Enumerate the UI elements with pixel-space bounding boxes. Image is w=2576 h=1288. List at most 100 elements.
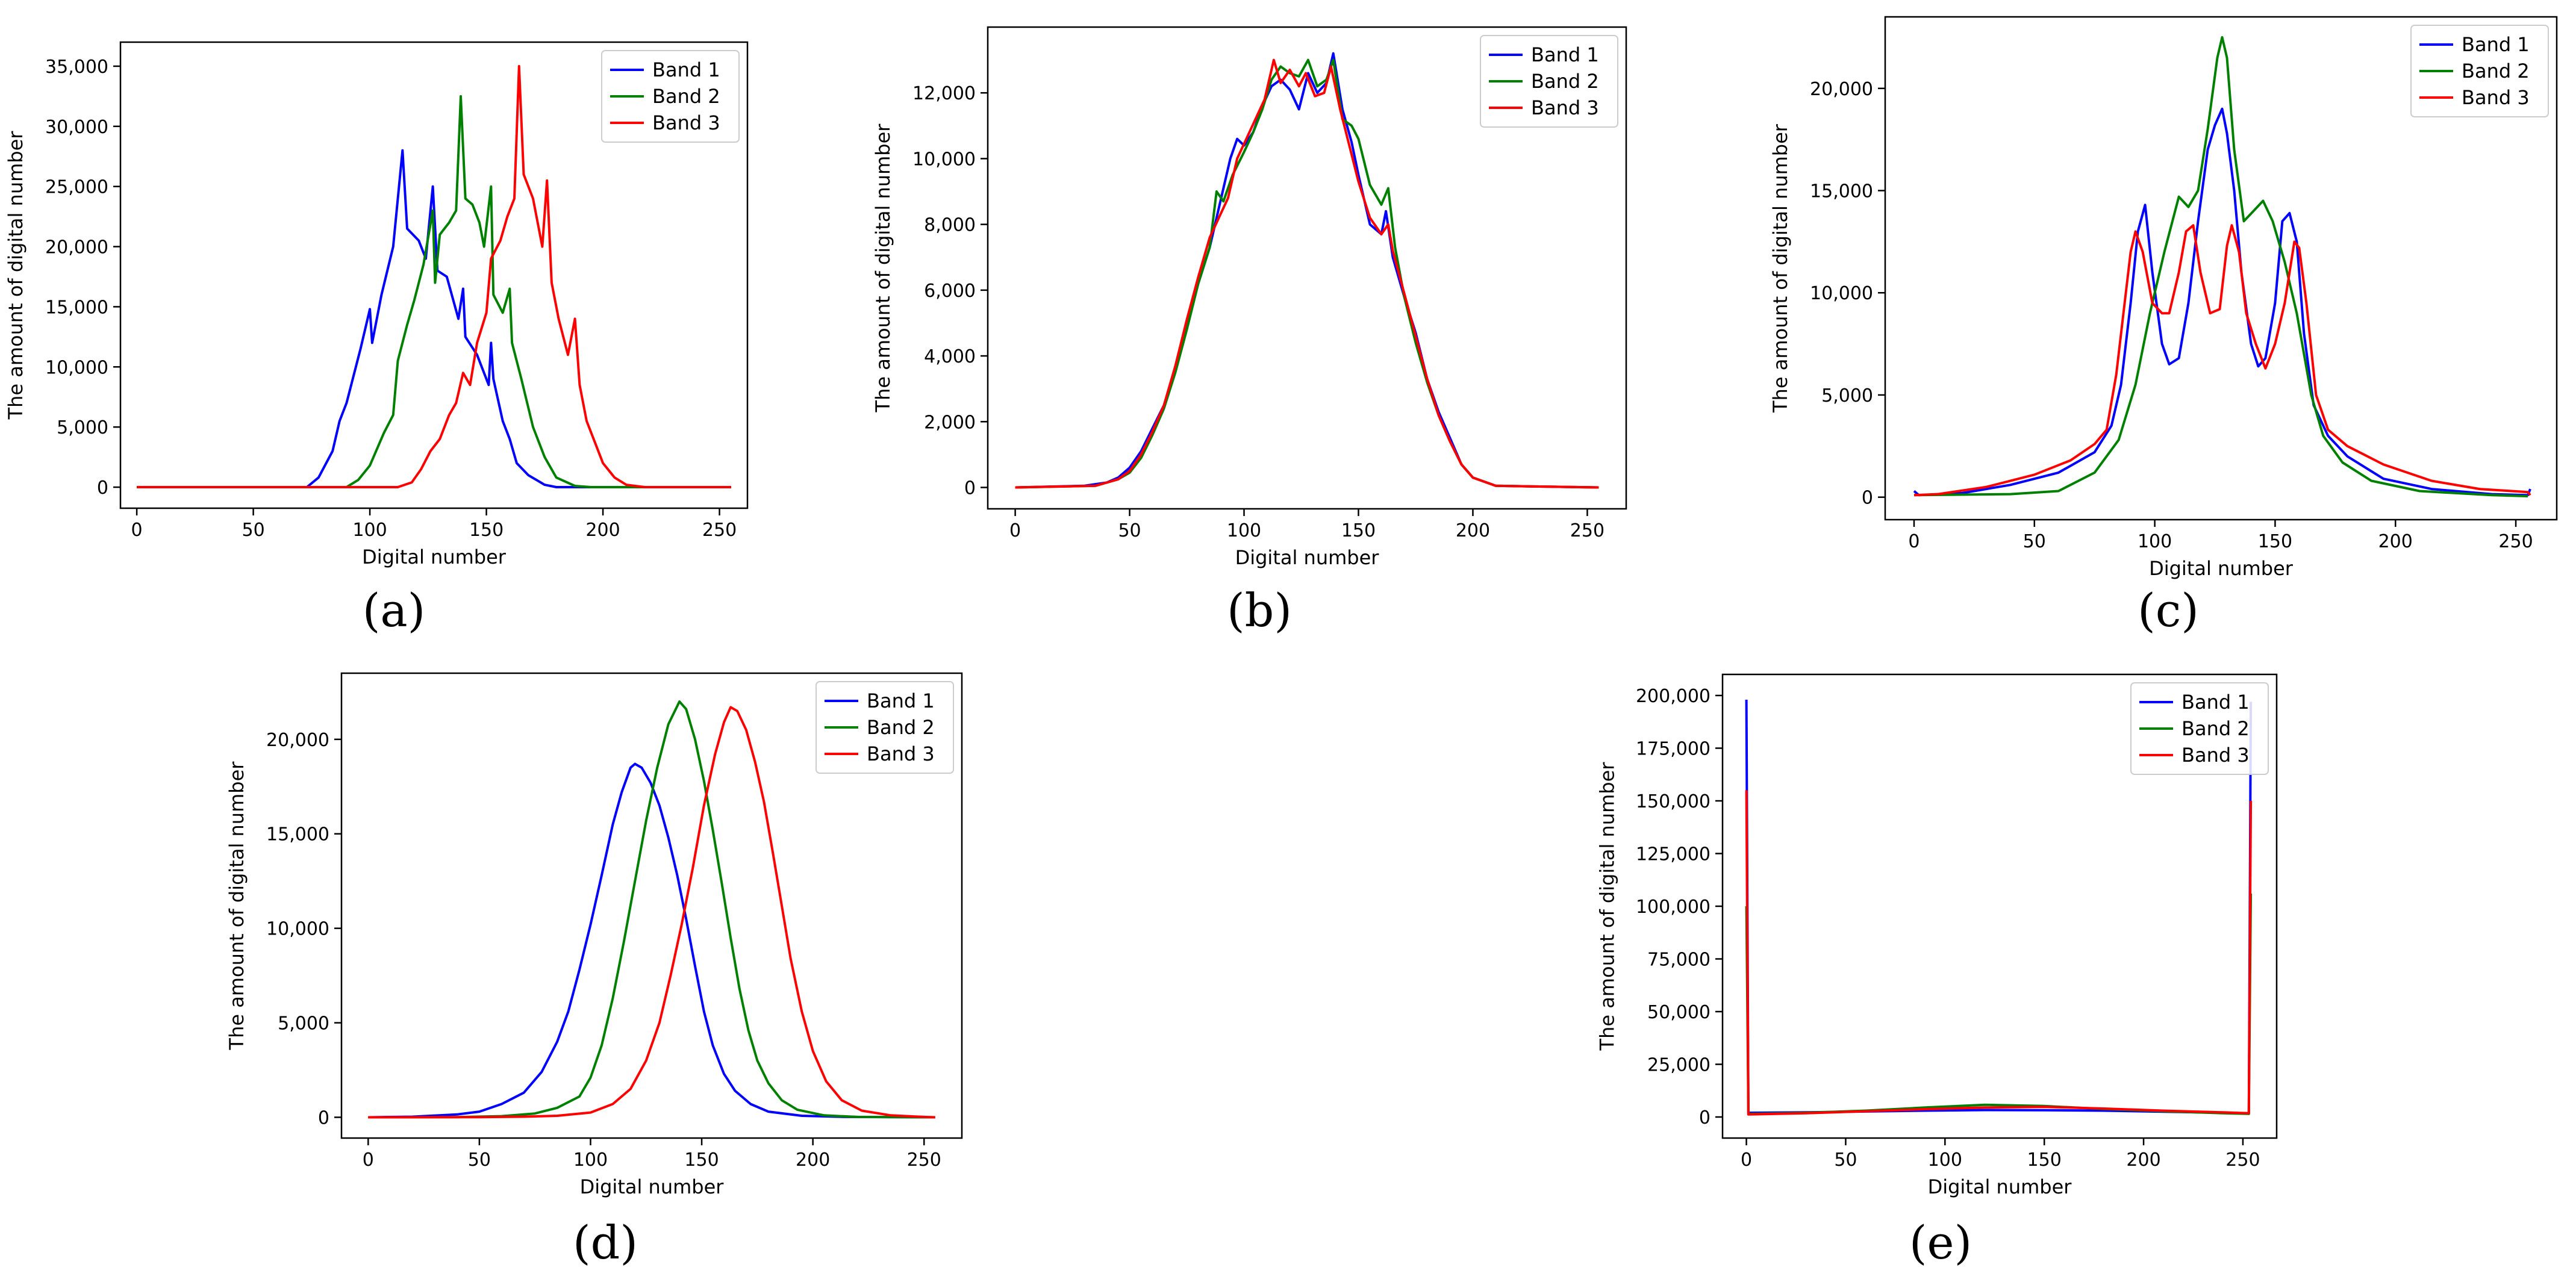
x-tick-label: 200	[796, 1150, 830, 1171]
series-line-band-2	[368, 700, 935, 1119]
y-tick-label: 150,000	[1636, 791, 1711, 812]
x-tick-label: 0	[131, 520, 143, 541]
x-tick-label: 100	[2138, 531, 2172, 552]
legend-entry: Band 1	[652, 58, 720, 81]
x-tick-label: 200	[2126, 1150, 2160, 1171]
y-tick-label: 75,000	[1647, 950, 1711, 971]
y-tick-label: 0	[1699, 1107, 1711, 1128]
y-tick-label: 6,000	[924, 281, 976, 302]
legend-box	[2410, 25, 2549, 117]
x-tick-label: 50	[242, 520, 264, 541]
y-axis-label: The amount of digital number	[4, 131, 27, 420]
x-tick-label: 200	[2378, 531, 2413, 552]
x-tick-label: 50	[1834, 1150, 1857, 1171]
series-line-band-3	[1015, 58, 1599, 489]
x-tick-label: 250	[907, 1150, 941, 1171]
legend-entry: Band 2	[2462, 60, 2530, 82]
x-tick-label: 100	[352, 520, 387, 541]
series-line-band-2	[1913, 36, 2528, 497]
legend-entry: Band 3	[2462, 86, 2530, 109]
panel-label-c: (c)	[2138, 583, 2199, 637]
y-tick-label: 30,000	[45, 117, 108, 138]
x-tick-label: 100	[573, 1150, 608, 1171]
series-line-band-3	[1913, 224, 2531, 497]
panel-label-e: (e)	[1909, 1216, 1972, 1269]
x-tick-label: 150	[684, 1150, 719, 1171]
y-tick-label: 12,000	[912, 83, 976, 104]
legend-entry: Band 3	[652, 111, 720, 134]
x-axis-label: Digital number	[1928, 1175, 2072, 1198]
legend-box	[816, 681, 954, 774]
x-tick-label: 150	[469, 520, 504, 541]
y-axis-label: The amount of digital number	[872, 123, 894, 413]
series-line-band-3	[1745, 790, 2253, 1116]
x-tick-label: 0	[1741, 1150, 1752, 1171]
x-tick-label: 250	[1570, 520, 1605, 541]
y-axis-label: The amount of digital number	[225, 761, 248, 1051]
y-tick-label: 20,000	[1810, 79, 1873, 100]
x-tick-label: 0	[363, 1150, 374, 1171]
legend-entry: Band 3	[1531, 96, 1599, 119]
y-tick-label: 0	[1862, 488, 1873, 509]
legend: Band 1 Band 2 Band 3	[1480, 35, 1618, 128]
x-axis-label: Digital number	[362, 546, 507, 568]
x-axis-label: Digital number	[1235, 546, 1380, 569]
legend-entry: Band 1	[867, 689, 935, 712]
legend: Band 1 Band 2 Band 3	[2130, 682, 2269, 775]
panel-label-b: (b)	[1227, 583, 1292, 637]
plot-frame	[119, 41, 749, 509]
y-tick-label: 125,000	[1636, 844, 1711, 865]
legend-entry: Band 2	[652, 85, 720, 108]
legend-entry: Band 1	[2462, 33, 2530, 56]
y-tick-label: 10,000	[1810, 283, 1873, 304]
y-tick-label: 100,000	[1636, 897, 1711, 918]
x-tick-label: 50	[2023, 531, 2046, 552]
chart-c: 0 50 100 150 200 250 0 5,000 10,000 15,000 20,000 D…	[1769, 16, 2558, 637]
plot-frame	[987, 26, 1627, 510]
x-tick-label: 250	[2225, 1150, 2260, 1171]
y-tick-label: 10,000	[45, 357, 108, 378]
chart-a: 0 50 100 150 200 250 0 5,000 10,000 15,000 20,000 2…	[4, 41, 749, 637]
y-tick-label: 15,000	[1810, 181, 1873, 202]
legend: Band 1 Band 2 Band 3	[816, 681, 954, 774]
y-tick-label: 10,000	[912, 149, 976, 170]
panel-label-a: (a)	[363, 583, 426, 637]
x-tick-label: 250	[2498, 531, 2533, 552]
y-tick-label: 35,000	[45, 57, 108, 78]
x-tick-label: 50	[1118, 520, 1141, 541]
y-tick-label: 5,000	[1821, 385, 1873, 406]
x-tick-label: 250	[702, 520, 737, 541]
y-tick-label: 25,000	[1647, 1055, 1711, 1076]
y-tick-label: 25,000	[45, 177, 108, 198]
series-line-band-2	[1015, 58, 1599, 489]
y-tick-label: 5,000	[57, 417, 108, 438]
chart-b: 0 50 100 150 200 250 0 2,000 4,000 6,000 8,000 10,0…	[872, 26, 1627, 637]
x-tick-label: 150	[2027, 1150, 2062, 1171]
y-tick-label: 0	[97, 478, 108, 499]
y-tick-label: 8,000	[924, 215, 976, 236]
x-tick-label: 0	[1009, 520, 1021, 541]
y-axis-label: The amount of digital number	[1769, 123, 1792, 413]
x-axis-label: Digital number	[580, 1175, 725, 1198]
x-tick-label: 200	[585, 520, 620, 541]
legend-box	[1480, 35, 1618, 128]
series-line-band-2	[137, 95, 731, 488]
y-tick-label: 15,000	[266, 824, 329, 845]
legend-entry: Band 3	[2181, 744, 2250, 767]
series-line-band-1	[137, 149, 731, 488]
series-line-band-3	[368, 706, 935, 1119]
panel-label-d: (d)	[573, 1216, 638, 1269]
y-tick-label: 15,000	[45, 297, 108, 318]
x-tick-label: 100	[1227, 520, 1261, 541]
y-tick-label: 20,000	[266, 730, 329, 751]
x-tick-label: 200	[1456, 520, 1490, 541]
legend-box	[2130, 682, 2269, 775]
x-tick-label: 100	[1928, 1150, 1962, 1171]
x-tick-label: 50	[468, 1150, 491, 1171]
legend: Band 1 Band 2 Band 3	[601, 50, 740, 143]
y-tick-label: 4,000	[924, 346, 976, 367]
y-tick-label: 10,000	[266, 919, 329, 940]
legend: Band 1 Band 2 Band 3	[2410, 25, 2549, 117]
legend-entry: Band 2	[1531, 70, 1599, 93]
legend-entry: Band 2	[2181, 717, 2250, 740]
